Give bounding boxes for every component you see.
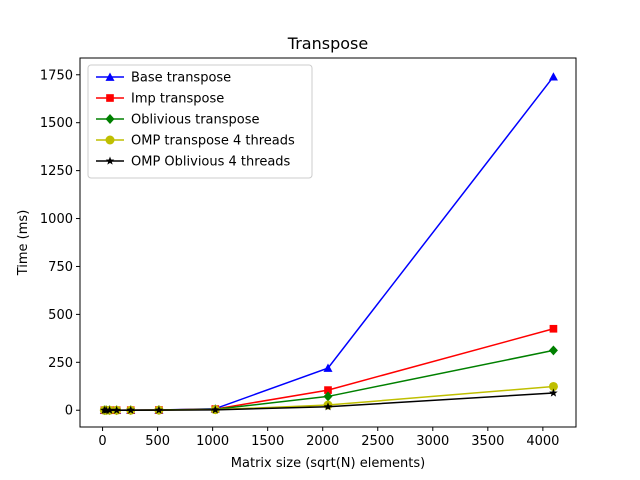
x-tick-label: 1000 [196, 434, 229, 449]
y-tick-label: 500 [48, 308, 73, 323]
legend-marker [105, 135, 115, 145]
y-axis-title: Time (ms) [16, 210, 31, 277]
data-point [211, 405, 220, 414]
legend-label: Imp transpose [131, 92, 224, 107]
x-tick-label: 500 [145, 434, 170, 449]
x-axis-title: Matrix size (sqrt(N) elements) [231, 456, 425, 471]
legend-item: OMP Oblivious 4 threads [96, 155, 291, 170]
legend-marker [105, 156, 115, 165]
data-point [548, 381, 558, 391]
y-tick-label: 1000 [40, 212, 73, 227]
legend-item: Imp transpose [96, 92, 224, 107]
legend-item: OMP transpose 4 threads [96, 134, 295, 149]
data-point [323, 363, 333, 372]
y-tick-label: 1250 [40, 164, 73, 179]
y-tick-label: 1500 [40, 116, 73, 131]
data-point [105, 405, 114, 414]
data-point [101, 405, 111, 414]
legend-item: Base transpose [96, 71, 231, 86]
plot-frame [79, 57, 577, 428]
legend-box [87, 64, 313, 179]
data-point [549, 324, 558, 333]
legend-label: Oblivious transpose [131, 113, 260, 128]
data-point [323, 402, 333, 411]
legend-label: OMP transpose 4 threads [131, 134, 295, 149]
data-point [126, 405, 136, 414]
legend-label: OMP Oblivious 4 threads [131, 155, 291, 170]
chart-title: Transpose [287, 34, 368, 53]
data-point [549, 388, 558, 397]
x-tick-label: 3500 [471, 434, 504, 449]
x-tick-label: 4000 [526, 434, 559, 449]
data-point [154, 405, 164, 414]
y-tick-label: 250 [48, 356, 73, 371]
x-tick-label: 2000 [306, 434, 339, 449]
data-point [324, 386, 332, 394]
data-point [323, 391, 333, 402]
legend-marker [105, 72, 115, 81]
series-omp-oblivious-4-threads [100, 388, 558, 414]
y-tick-label: 0 [65, 404, 73, 419]
legend-marker [106, 94, 114, 102]
legend-marker [105, 114, 115, 124]
legend-item: Oblivious transpose [96, 113, 260, 128]
data-point [548, 72, 558, 81]
data-point [112, 405, 121, 414]
legend-label: Base transpose [131, 71, 231, 86]
y-tick-label: 1750 [40, 68, 73, 83]
x-tick-label: 2500 [361, 434, 394, 449]
x-tick-label: 0 [98, 434, 106, 449]
data-point [548, 345, 558, 356]
x-tick-label: 3000 [416, 434, 449, 449]
y-tick-label: 750 [48, 260, 73, 275]
legend: Base transpose Imp transpose Oblivious tra… [87, 64, 313, 179]
x-tick-label: 1500 [251, 434, 284, 449]
